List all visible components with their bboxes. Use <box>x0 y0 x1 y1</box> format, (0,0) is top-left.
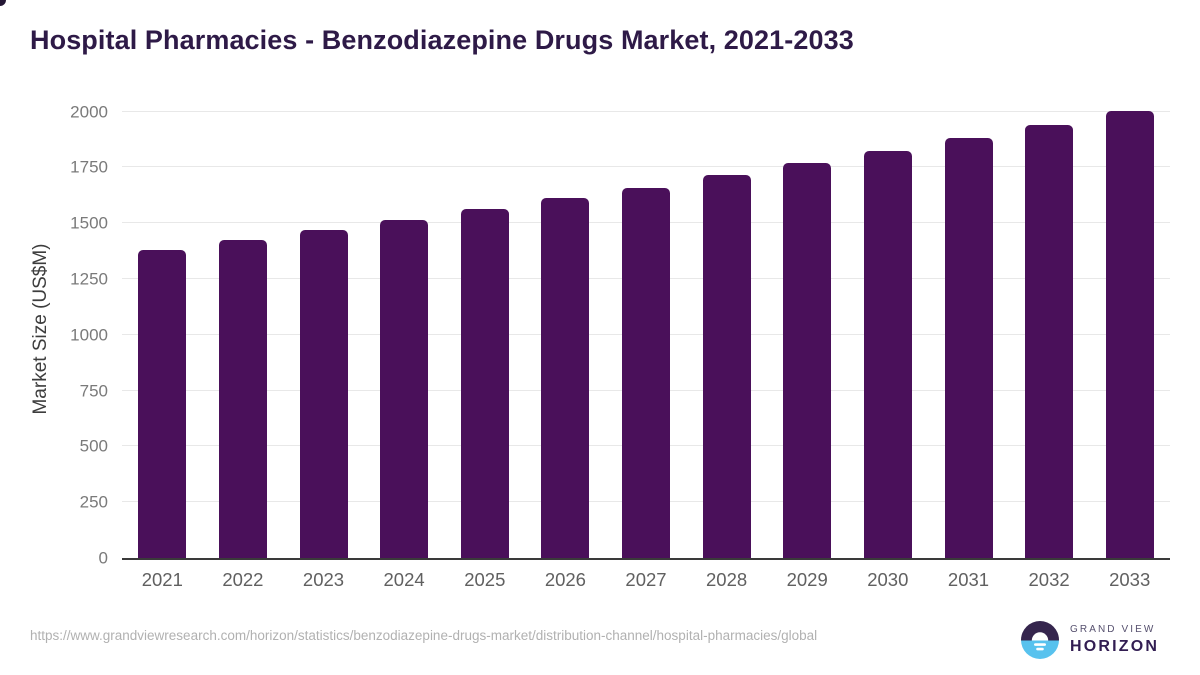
bar-2025[interactable] <box>460 208 509 558</box>
bar-2024[interactable] <box>380 219 429 558</box>
bar-2027[interactable] <box>622 187 670 558</box>
y-tick-750: 750 <box>79 381 108 401</box>
bar-2033[interactable] <box>1105 110 1154 558</box>
sunrise-horizon-icon <box>1021 621 1059 659</box>
bar-2030[interactable] <box>863 150 912 558</box>
bar-2028[interactable] <box>702 175 751 558</box>
bar-2032[interactable] <box>1025 125 1074 558</box>
x-tick-2021: 2021 <box>141 569 183 590</box>
y-tick-1750: 1750 <box>70 157 108 177</box>
x-axis-tick-labels: 2021 2022 2023 2024 2025 2026 2027 2028 2029 2030… <box>122 569 1170 593</box>
brand-logo: GRAND VIEW HORIZON <box>1021 621 1159 659</box>
bar-2031[interactable] <box>944 138 993 558</box>
x-tick-2022: 2022 <box>222 569 264 590</box>
x-tick-2030: 2030 <box>867 569 909 590</box>
brand-logo-text: GRAND VIEW HORIZON <box>1070 625 1159 655</box>
x-tick-2026: 2026 <box>544 569 586 590</box>
y-tick-1250: 1250 <box>70 269 108 289</box>
logo-brand-name: GRAND VIEW <box>1070 624 1156 635</box>
gridline-2000 <box>122 110 1170 112</box>
logo-product-name: HORIZON <box>1070 638 1160 655</box>
x-tick-2024: 2024 <box>383 569 425 590</box>
chart-title: Hospital Pharmacies - Benzodiazepine Dru… <box>30 25 854 55</box>
x-tick-2028: 2028 <box>706 569 748 590</box>
y-tick-1500: 1500 <box>70 213 108 233</box>
x-tick-2032: 2032 <box>1028 569 1070 590</box>
bar-2021[interactable] <box>138 250 187 558</box>
y-tick-250: 250 <box>79 492 108 512</box>
y-tick-1000: 1000 <box>70 325 108 345</box>
bar-2023[interactable] <box>299 229 348 558</box>
plot-area <box>122 100 1170 560</box>
bar-2026[interactable] <box>541 197 590 558</box>
bar-2022[interactable] <box>218 239 267 558</box>
y-tick-500: 500 <box>79 436 108 456</box>
x-tick-2029: 2029 <box>786 569 828 590</box>
x-tick-2025: 2025 <box>464 569 506 590</box>
y-tick-2000: 2000 <box>70 102 108 122</box>
x-tick-2033: 2033 <box>1109 569 1151 590</box>
x-tick-2031: 2031 <box>947 569 990 590</box>
corner-artifact <box>0 0 6 6</box>
y-tick-0: 0 <box>98 548 108 568</box>
gridline-1750 <box>122 166 1170 168</box>
y-axis-tick-labels: 0 250 500 750 1000 1250 1500 1750 2000 <box>0 100 108 566</box>
x-tick-2023: 2023 <box>302 569 345 590</box>
x-tick-2027: 2027 <box>625 569 667 590</box>
source-url: https://www.grandviewresearch.com/horizo… <box>30 628 818 643</box>
bar-2029[interactable] <box>783 162 832 558</box>
